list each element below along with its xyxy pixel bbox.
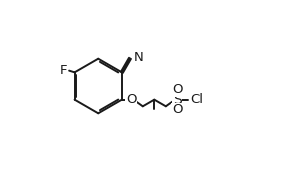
Text: O: O [126, 93, 136, 106]
Text: O: O [172, 83, 182, 96]
Text: Cl: Cl [190, 93, 203, 106]
Text: F: F [60, 64, 67, 77]
Text: O: O [172, 103, 182, 116]
Text: S: S [173, 93, 182, 107]
Text: N: N [133, 51, 143, 64]
